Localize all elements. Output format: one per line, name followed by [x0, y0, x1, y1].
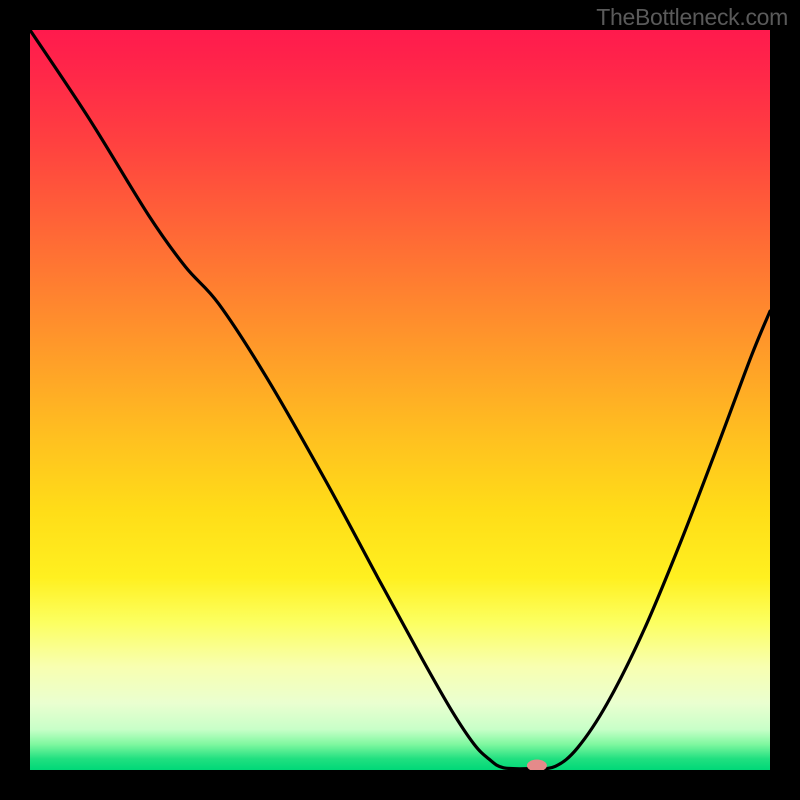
heat-background — [30, 30, 770, 770]
chart-svg — [30, 30, 770, 770]
bottleneck-chart — [30, 30, 770, 770]
watermark-text: TheBottleneck.com — [596, 4, 788, 31]
